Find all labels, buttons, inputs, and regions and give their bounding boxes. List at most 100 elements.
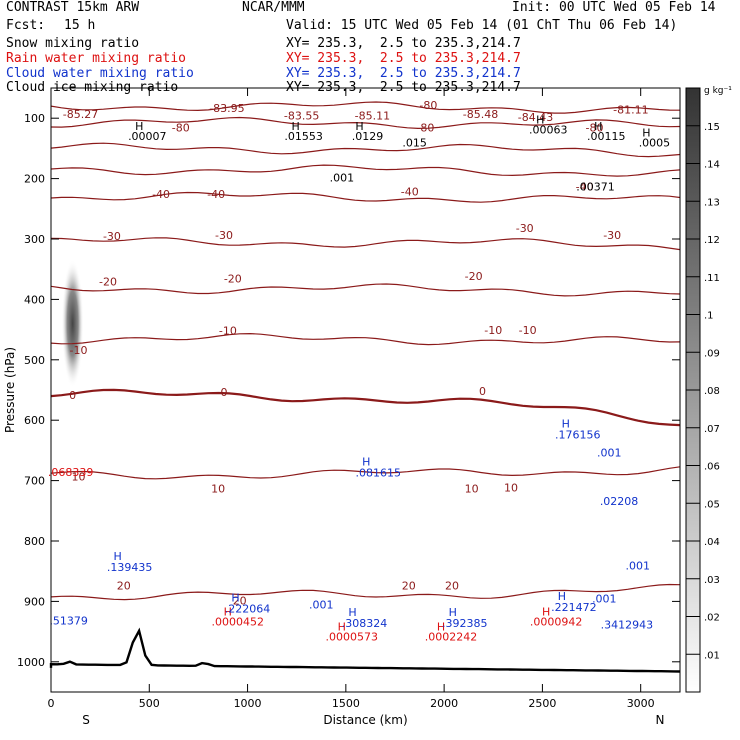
cloud-water-label: .139435: [107, 561, 153, 574]
cloud-water-label: .001: [625, 559, 650, 572]
x-axis-label: Distance (km): [323, 713, 407, 727]
cloud-ice-label: .00007: [128, 130, 167, 143]
cloud-water-label: .308324: [342, 617, 388, 630]
cloud-water-label: .001: [592, 593, 617, 606]
cloud-water-label: .51379: [49, 614, 88, 627]
high-marker: H: [135, 120, 143, 133]
cloud-water-label: .001: [597, 446, 622, 459]
init-time: Init: 00 UTC Wed 05 Feb 14: [512, 0, 716, 15]
y-tick-label: 600: [24, 414, 45, 427]
isotherm-line: [50, 191, 681, 203]
cloud-ice-label: .01553: [284, 130, 323, 143]
isotherm-label: -80: [586, 121, 604, 134]
colorbar-tick-label: .08: [704, 386, 720, 397]
cloud-ice-label: .0005: [639, 137, 671, 150]
high-marker: H: [542, 606, 550, 619]
south-label: S: [82, 713, 90, 727]
isotherm-line: [50, 466, 681, 480]
high-marker: H: [437, 621, 445, 634]
isotherm-label: 0: [69, 389, 76, 402]
x-tick-label: 3000: [627, 697, 655, 710]
x-tick-label: 2000: [430, 697, 458, 710]
snow-maximum: [61, 259, 84, 388]
rain-water-label: .0000452: [211, 616, 264, 629]
high-marker: H: [355, 120, 363, 133]
colorbar-tick-label: .11: [704, 273, 720, 284]
y-tick-label: 800: [24, 535, 45, 548]
isotherm-label: -10: [70, 344, 88, 357]
isotherm-line: [50, 142, 681, 158]
isotherm-label: -30: [516, 222, 534, 235]
isotherm-label: 20: [402, 579, 416, 592]
high-marker: H: [642, 127, 650, 140]
isotherm-label: -83.95: [209, 102, 244, 115]
cloud-water-label: .081615: [356, 466, 402, 479]
y-tick-label: 100: [24, 112, 45, 125]
isotherm-label: -85.27: [63, 108, 98, 121]
colorbar-tick-label: .1: [704, 311, 714, 322]
colorbar-unit: g kg⁻¹: [704, 86, 732, 96]
isotherm-label: 10: [211, 483, 225, 496]
terrain-line: [49, 627, 681, 673]
colorbar-tick-label: .02: [704, 613, 720, 624]
cloud-water-label: .176156: [555, 428, 601, 441]
colorbar-tick-label: .04: [704, 537, 720, 548]
high-marker: H: [562, 417, 570, 430]
isotherm-label: -83.55: [284, 109, 319, 122]
y-tick-label: 200: [24, 173, 45, 186]
isotherm-line: [50, 388, 681, 427]
isotherm-label: -40: [207, 188, 225, 201]
high-marker: H: [449, 606, 457, 619]
high-marker: H: [594, 120, 602, 133]
isotherm-label: -80: [416, 121, 434, 134]
cloud-water-label: .001: [309, 599, 334, 612]
cloud-water-label: .392385: [442, 617, 488, 630]
cloud-ice-label: .00115: [587, 130, 626, 143]
field-rain-xy: XY= 235.3, 2.5 to 235.3,214.7: [286, 51, 521, 66]
isotherm-label: -40: [401, 186, 419, 199]
high-marker: H: [536, 113, 544, 126]
high-marker: H: [231, 591, 239, 604]
isotherm-label: -20: [99, 276, 117, 289]
rain-water-label: .068339: [48, 466, 94, 479]
isotherm-label: -20: [224, 272, 242, 285]
y-tick-label: 300: [24, 233, 45, 246]
isotherm-label: 0: [220, 386, 227, 399]
field-snow-name: Snow mixing ratio: [6, 36, 140, 51]
colorbar-tick-label: .12: [704, 235, 720, 246]
high-marker: H: [291, 120, 299, 133]
y-tick-label: 900: [24, 595, 45, 608]
high-marker: H: [113, 550, 121, 563]
high-marker: H: [338, 621, 346, 634]
field-cloud-xy: XY= 235.3, 2.5 to 235.3,214.7: [286, 66, 521, 81]
isotherm-label: 20: [233, 594, 247, 607]
isotherm-label: -10: [519, 324, 537, 337]
cloud-ice-label: .00063: [529, 123, 568, 136]
field-cloud-name: Cloud water mixing ratio: [6, 66, 194, 81]
plot-frame: [50, 87, 681, 693]
isotherm-label: -30: [603, 229, 621, 242]
x-tick-label: 0: [48, 697, 55, 710]
isotherm-label: -30: [215, 229, 233, 242]
x-tick-label: 1500: [332, 697, 360, 710]
isotherm-line: [50, 332, 681, 346]
cloud-water-label: .02208: [600, 495, 639, 508]
isotherm-label: -85.11: [355, 109, 390, 122]
high-marker: H: [224, 606, 232, 619]
cloud-water-label: .3412943: [601, 619, 654, 632]
isotherm-label: -30: [103, 230, 121, 243]
center-title: NCAR/MMM: [242, 0, 305, 15]
model-title: CONTRAST 15km ARW: [6, 0, 140, 15]
isotherm-label: -40: [576, 181, 594, 194]
isotherm-line: [50, 116, 681, 130]
fcst-label: Fcst:: [6, 18, 46, 33]
high-marker: H: [362, 455, 370, 468]
high-marker: H: [348, 606, 356, 619]
cloud-water-label: .222064: [225, 602, 271, 615]
isotherm-label: -20: [465, 270, 483, 283]
isotherm-label: 10: [504, 481, 518, 494]
colorbar-tick-label: .03: [704, 575, 720, 586]
y-tick-label: 700: [24, 475, 45, 488]
isotherm-label: -80: [172, 121, 190, 134]
